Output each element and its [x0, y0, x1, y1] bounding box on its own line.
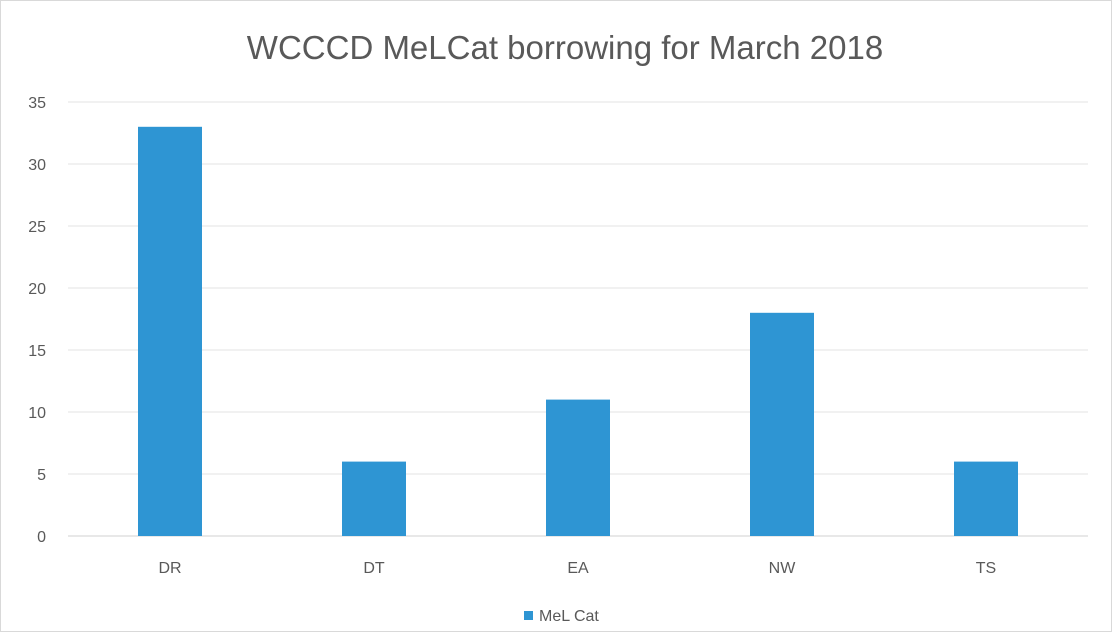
y-tick-label: 10 — [28, 405, 46, 422]
x-tick-label: NW — [769, 560, 797, 577]
y-tick-label: 30 — [28, 157, 46, 174]
x-tick-label: DR — [158, 560, 181, 577]
bar-dr — [138, 126, 202, 537]
legend: MeL Cat — [524, 608, 599, 625]
gridlines — [68, 101, 1088, 537]
y-tick-label: 35 — [28, 95, 46, 112]
bars — [138, 126, 1018, 537]
y-tick-label: 25 — [28, 219, 46, 236]
x-tick-label: EA — [567, 560, 589, 577]
x-axis-tick-labels: DR DT EA NW TS — [158, 560, 996, 577]
x-tick-label: TS — [976, 560, 996, 577]
bar-ts — [954, 461, 1018, 536]
legend-label: MeL Cat — [539, 608, 599, 625]
bar-dt — [342, 461, 406, 536]
bar-nw — [750, 312, 814, 536]
bar-ea — [546, 399, 610, 536]
y-tick-label: 20 — [28, 281, 46, 298]
y-tick-label: 5 — [37, 467, 46, 484]
chart-title: WCCCD MeLCat borrowing for March 2018 — [247, 29, 883, 66]
y-tick-label: 15 — [28, 343, 46, 360]
x-tick-label: DT — [363, 560, 385, 577]
legend-swatch — [524, 611, 533, 620]
y-tick-label: 0 — [37, 529, 46, 546]
y-axis-tick-labels: 0 5 10 15 20 25 30 35 — [28, 95, 46, 546]
